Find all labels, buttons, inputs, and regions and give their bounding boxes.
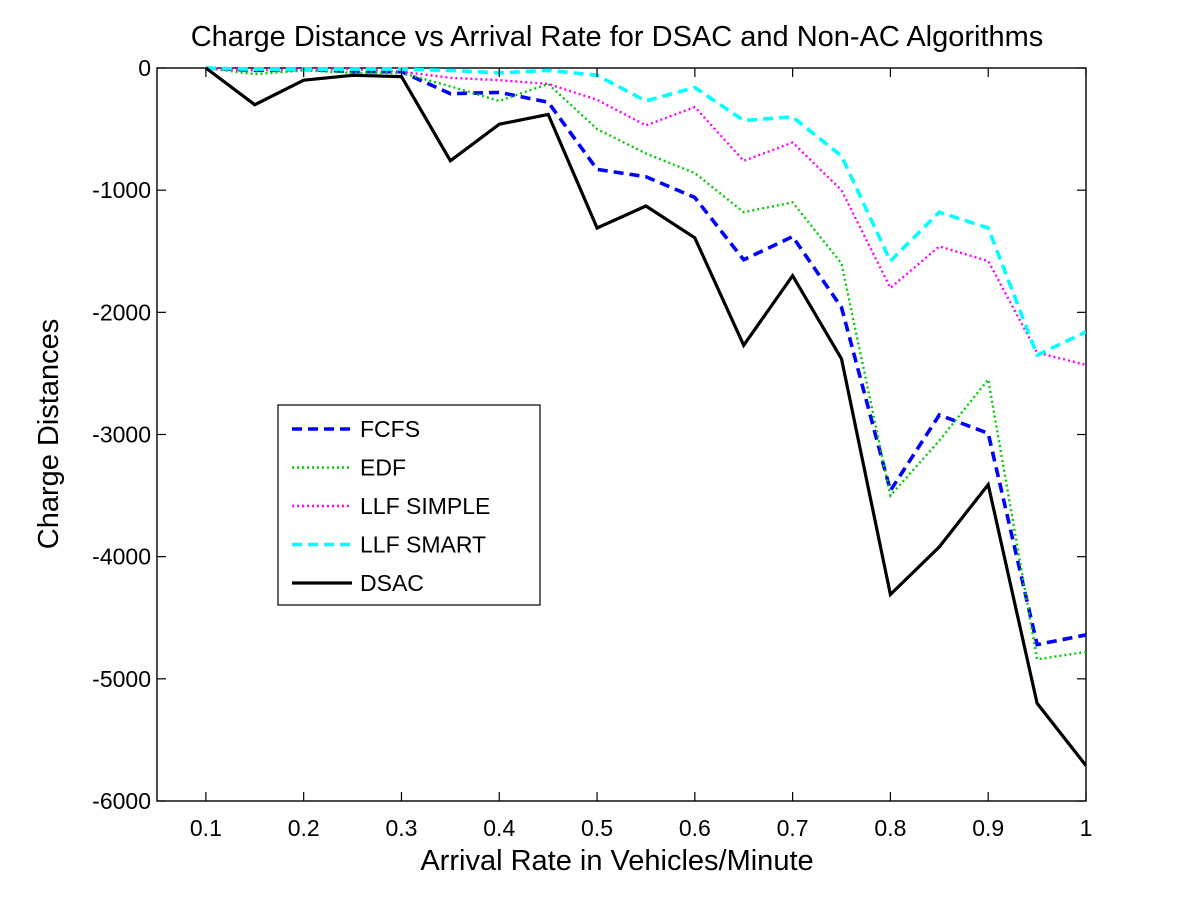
series-line-edf bbox=[205, 66, 1086, 661]
y-tick-label: -2000 bbox=[92, 299, 151, 325]
y-tick-label: -5000 bbox=[92, 666, 151, 692]
x-tick-label: 0.2 bbox=[288, 815, 320, 841]
legend-box bbox=[277, 404, 541, 606]
x-tick-label: 0.5 bbox=[581, 815, 613, 841]
legend-label: LLF SIMPLE bbox=[360, 493, 490, 519]
x-tick-label: 1 bbox=[1080, 815, 1093, 841]
series-line-llf-smart bbox=[205, 66, 1086, 358]
x-tick-label: 0.9 bbox=[972, 815, 1004, 841]
y-tick-label: -4000 bbox=[92, 544, 151, 570]
x-tick-label: 0.7 bbox=[777, 815, 809, 841]
legend-label: LLF SMART bbox=[360, 532, 486, 558]
legend-label: EDF bbox=[360, 455, 406, 481]
series-line-fcfs bbox=[205, 66, 1086, 647]
x-tick-label: 0.4 bbox=[483, 815, 515, 841]
x-tick-label: 0.6 bbox=[679, 815, 711, 841]
series-line-dsac bbox=[204, 66, 1086, 767]
axis-layer: 0.1 0.2 0.3 0.4 0.5 0.6 0.7 0.8 0.9 1 0 -1000 -2000 -… bbox=[92, 55, 1092, 841]
legend: FCFS EDF LLF SIMPLE LLF SMART DSAC bbox=[277, 404, 541, 606]
chart-title: Charge Distance vs Arrival Rate for DSAC… bbox=[191, 21, 1044, 53]
x-tick-label: 0.3 bbox=[385, 815, 417, 841]
x-axis-label: Arrival Rate in Vehicles/Minute bbox=[420, 845, 813, 877]
y-tick-label: 0 bbox=[138, 55, 151, 81]
y-tick-label: -3000 bbox=[92, 422, 151, 448]
legend-label: DSAC bbox=[360, 570, 424, 596]
series-layer bbox=[204, 66, 1086, 767]
y-tick-label: -1000 bbox=[92, 177, 151, 203]
x-tick-label: 0.1 bbox=[190, 815, 222, 841]
legend-label: FCFS bbox=[360, 416, 420, 442]
y-tick-label: -6000 bbox=[92, 788, 151, 814]
x-tick-label: 0.8 bbox=[874, 815, 906, 841]
y-axis-label: Charge Distances bbox=[33, 319, 65, 550]
